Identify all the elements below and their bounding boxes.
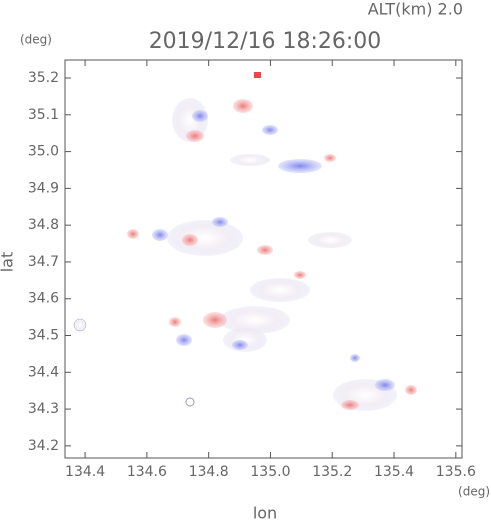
x-axis-label: lon xyxy=(253,504,277,522)
y-tick-label: 34.7 xyxy=(28,254,59,270)
echo xyxy=(152,229,168,241)
y-tick-label: 34.5 xyxy=(28,328,59,344)
x-tick-label: 135.0 xyxy=(250,464,290,480)
echo xyxy=(324,154,336,162)
altitude-label: ALT(km) 2.0 xyxy=(368,0,463,19)
x-tick-label: 135.6 xyxy=(436,464,476,480)
echo xyxy=(341,400,359,410)
echo xyxy=(203,312,227,328)
x-tick-label: 135.2 xyxy=(312,464,352,480)
y-tick-label: 34.4 xyxy=(28,364,59,380)
echo xyxy=(254,72,261,78)
x-tick-label: 134.8 xyxy=(189,464,229,480)
echo xyxy=(262,125,278,135)
echo xyxy=(212,217,228,227)
echo xyxy=(230,154,270,166)
x-tick-label: 134.4 xyxy=(65,464,105,480)
echo xyxy=(186,130,204,142)
y-tick-label: 34.6 xyxy=(28,291,59,307)
echo xyxy=(73,318,87,332)
echo xyxy=(375,379,395,391)
echo xyxy=(127,229,139,239)
y-tick-label: 35.0 xyxy=(28,144,59,160)
echo xyxy=(185,397,195,407)
y-tick-label: 34.8 xyxy=(28,217,59,233)
echo xyxy=(220,306,290,334)
x-unit: (deg) xyxy=(458,485,490,499)
plot-frame xyxy=(64,59,463,459)
y-tick-label: 35.2 xyxy=(28,70,59,86)
chart-title: 2019/12/16 18:26:00 xyxy=(149,29,382,54)
y-axis-label: lat xyxy=(0,252,17,273)
x-tick-label: 134.6 xyxy=(127,464,167,480)
y-tick-label: 34.9 xyxy=(28,180,59,196)
echo xyxy=(232,340,248,350)
echo xyxy=(176,334,192,346)
echo xyxy=(257,245,273,255)
echo-field xyxy=(73,72,417,411)
echo xyxy=(169,317,181,327)
echo xyxy=(182,234,198,246)
echo xyxy=(192,110,208,122)
x-tick-label: 135.4 xyxy=(374,464,414,480)
echo xyxy=(405,385,417,395)
echo xyxy=(233,99,253,113)
echo xyxy=(308,232,352,248)
y-tick-label: 34.2 xyxy=(28,438,59,454)
y-tick-label: 35.1 xyxy=(28,107,59,123)
y-unit: (deg) xyxy=(20,33,52,47)
echo xyxy=(167,220,243,256)
echo xyxy=(250,278,310,302)
echo xyxy=(294,271,306,279)
y-tick-label: 34.3 xyxy=(28,401,59,417)
echo xyxy=(350,354,360,362)
echo xyxy=(278,159,322,173)
